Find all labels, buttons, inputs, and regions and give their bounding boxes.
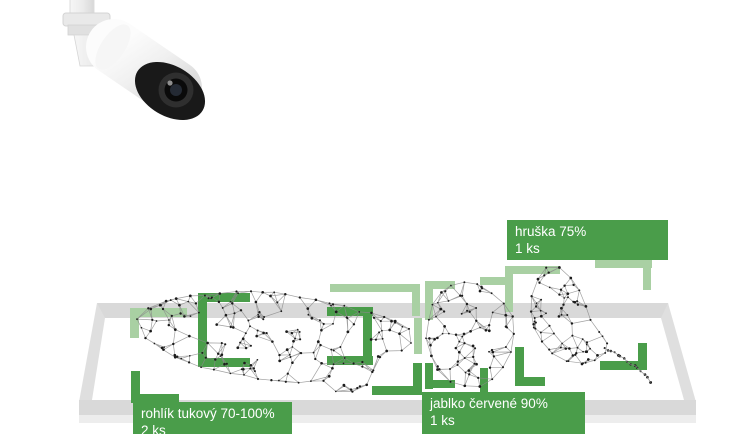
detection-quantity: 2 ks xyxy=(141,423,166,434)
detection-name: rohlík tukový 70-100% xyxy=(141,406,275,421)
detection-quantity: 1 ks xyxy=(515,241,540,256)
detection-label-hruska: hruška 75% 1 ks xyxy=(507,220,668,260)
detection-label-rohlik: rohlík tukový 70-100% 2 ks xyxy=(133,402,292,434)
camera-icon xyxy=(62,0,206,121)
detection-quantity: 1 ks xyxy=(430,413,455,428)
bounding-brackets-light xyxy=(130,260,652,354)
wireframe-mesh-hruska xyxy=(529,266,653,384)
detection-label-jablko: jablko červené 90% 1 ks xyxy=(422,392,585,434)
wireframe-mesh-jablko xyxy=(425,281,515,388)
wireframe-mesh-rohlik xyxy=(136,290,412,393)
detection-name: hruška 75% xyxy=(515,224,587,239)
detection-name: jablko červené 90% xyxy=(430,396,548,411)
